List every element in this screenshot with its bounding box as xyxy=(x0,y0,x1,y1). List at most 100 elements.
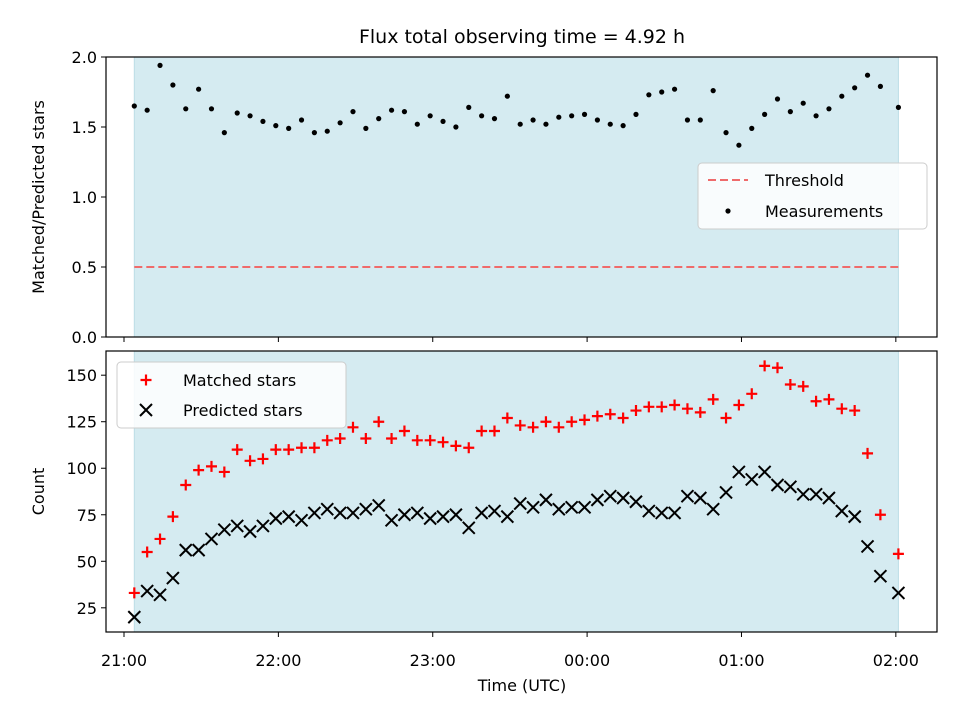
top-y-tick-label: 1.5 xyxy=(72,118,97,137)
measurement-point xyxy=(337,120,343,126)
matched-star-point xyxy=(669,399,681,411)
measurement-point xyxy=(286,125,292,131)
measurement-point xyxy=(620,123,626,129)
predicted-star-point xyxy=(384,513,399,528)
legend-predicted-swatch xyxy=(139,403,153,417)
predicted-star-point xyxy=(256,519,270,533)
measurement-point xyxy=(401,109,408,115)
matched-star-point xyxy=(527,421,539,433)
bottom-y-axis-label: Count xyxy=(29,468,48,516)
matched-star-point xyxy=(296,442,308,454)
x-tick-label: 01:00 xyxy=(718,651,764,670)
predicted-star-point xyxy=(487,504,502,518)
x-tick-label: 00:00 xyxy=(564,651,610,670)
measurement-point xyxy=(466,104,472,110)
matched-star-point xyxy=(823,393,835,405)
matched-star-point xyxy=(681,403,693,415)
matched-star-point xyxy=(334,432,346,444)
predicted-star-point xyxy=(217,522,232,537)
top-y-tick-label: 2.0 xyxy=(72,48,97,67)
measurement-point xyxy=(144,107,150,113)
measurement-point xyxy=(208,106,215,112)
chart-title: Flux total observing time = 4.92 h xyxy=(359,26,685,48)
measurement-point xyxy=(453,124,459,130)
top-panel: 0.0 0.5 1.0 1.5 2.0 Matched/Predicted stars Th… xyxy=(29,48,938,347)
bottom-y-tick-label: 125 xyxy=(66,413,97,432)
measurement-point xyxy=(427,113,433,119)
measurement-point xyxy=(221,130,227,136)
matched-star-point xyxy=(694,406,706,418)
matched-star-point xyxy=(720,412,732,424)
matched-star-point xyxy=(218,466,230,478)
predicted-star-point xyxy=(346,506,360,520)
measurement-point xyxy=(697,117,703,123)
x-axis-label: Time (UTC) xyxy=(477,676,566,695)
legend-measurements-label: Measurements xyxy=(765,202,883,221)
measurement-point xyxy=(671,86,678,92)
predicted-star-point xyxy=(847,509,862,524)
top-legend-box xyxy=(697,162,928,230)
measurement-point xyxy=(736,142,742,148)
matched-star-point xyxy=(488,425,500,437)
matched-star-point xyxy=(591,410,603,422)
matched-star-point xyxy=(244,455,256,467)
legend-matched-swatch xyxy=(140,374,152,386)
predicted-star-point xyxy=(333,506,347,520)
x-tick-label: 02:00 xyxy=(873,651,919,670)
matched-star-point xyxy=(180,479,192,491)
measurement-point xyxy=(324,128,330,134)
measurement-point xyxy=(581,111,588,117)
measurement-point xyxy=(350,109,356,115)
predicted-star-point xyxy=(590,493,605,507)
predicted-star-point xyxy=(835,504,849,518)
bottom-legend-box xyxy=(116,361,347,429)
x-tick-label: 21:00 xyxy=(101,651,147,670)
predicted-star-point xyxy=(655,506,669,520)
bottom-y-tick-label: 75 xyxy=(77,506,97,525)
predicted-star-point xyxy=(191,543,206,557)
measurement-point xyxy=(607,121,613,127)
measurement-point xyxy=(196,86,202,92)
predicted-star-point xyxy=(564,500,579,515)
predicted-star-point xyxy=(269,511,283,526)
measurement-point xyxy=(852,85,858,91)
matched-star-point xyxy=(849,405,861,417)
matched-star-point xyxy=(373,416,385,428)
measurement-point xyxy=(183,106,189,112)
measurement-point xyxy=(877,83,883,89)
matched-star-point xyxy=(604,408,616,420)
bottom-axes-frame xyxy=(105,350,938,633)
predicted-star-point xyxy=(577,500,592,515)
predicted-star-point xyxy=(372,498,386,513)
predicted-star-point xyxy=(539,493,553,507)
predicted-star-point xyxy=(526,500,540,515)
predicted-star-point xyxy=(860,539,875,554)
predicted-star-point xyxy=(179,543,193,557)
top-y-tick-label: 0.5 xyxy=(72,258,97,277)
measurement-point xyxy=(247,113,253,119)
matched-star-point xyxy=(514,419,526,431)
top-legend: Threshold Measurements xyxy=(697,162,928,230)
matched-star-point xyxy=(437,436,449,448)
measurement-point xyxy=(594,117,600,123)
predicted-star-point xyxy=(153,588,167,602)
matched-star-point xyxy=(360,432,372,444)
predicted-star-point xyxy=(603,489,617,503)
predicted-star-point xyxy=(410,506,425,520)
matched-star-point xyxy=(308,442,320,454)
x-tick-label: 22:00 xyxy=(255,651,301,670)
matched-star-point xyxy=(617,412,629,424)
measurement-point xyxy=(787,109,793,115)
measurement-point xyxy=(543,121,549,127)
measurement-point xyxy=(440,118,446,124)
matched-star-point xyxy=(205,460,217,472)
matched-star-point xyxy=(128,587,140,599)
matched-star-point xyxy=(784,378,796,390)
measurement-point xyxy=(646,92,652,98)
measurement-point xyxy=(723,130,729,136)
bottom-y-tick-label: 50 xyxy=(77,552,97,571)
measurement-point xyxy=(800,100,806,106)
predicted-star-point xyxy=(552,502,566,516)
measurement-point xyxy=(895,104,902,110)
predicted-star-point xyxy=(397,508,412,522)
